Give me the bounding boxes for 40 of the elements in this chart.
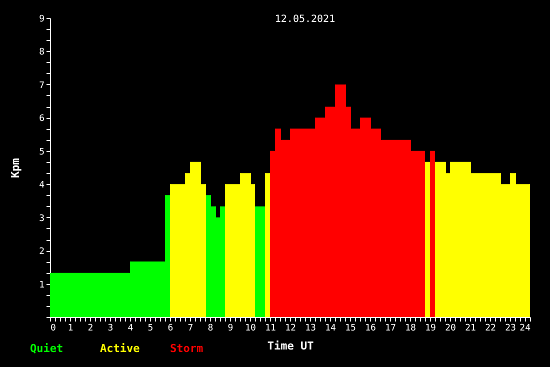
y-tick-label: 6 [39,114,44,124]
x-tick-label: 4 [128,324,134,334]
text: Storm [170,342,204,355]
x-tick-label: 14 [325,324,336,334]
x-tick-label: 8 [208,324,214,334]
x-tick-label: 2 [88,324,94,334]
x-tick-label: 23 [505,324,516,334]
x-tick-label: 5 [148,324,154,334]
y-tick-label: 9 [39,14,44,24]
y-tick-label: 3 [39,214,44,224]
x-tick-label: 1 [68,324,74,334]
x-tick-label: 7 [188,324,194,334]
x-axis-title: Time UT [267,340,314,352]
x-tick-label: 11 [265,324,276,334]
x-tick-label: 15 [345,324,356,334]
x-tick-label: 12 [285,324,296,334]
text: Quiet [30,342,64,355]
x-tick-label: 18 [405,324,416,334]
y-tick-label: 2 [39,247,44,258]
y-tick-label: 4 [39,180,44,191]
x-tick-label: 9 [228,324,234,334]
y-tick-label: 7 [39,80,44,91]
x-tick-label: 3 [108,324,114,334]
x-tick-label: 21 [465,324,476,334]
x-tick-label: 13 [305,324,316,334]
x-tick-label: 16 [365,324,376,334]
y-tick-label: 8 [39,48,44,58]
chart-title: 12.05.2021 [274,14,336,25]
x-tick-label: 6 [168,324,174,334]
x-tick-label: 17 [385,324,396,334]
y-tick-label: 5 [39,147,44,158]
y-tick-label: 1 [39,280,44,290]
text: Active [100,342,140,355]
x-tick-label: 0 [50,324,56,334]
x-tick-label: 10 [245,324,256,334]
y-axis-title: Kpm [9,158,22,178]
x-tick-label: 20 [445,324,456,334]
x-tick-label: 22 [485,324,496,334]
x-tick-label: 19 [425,324,436,334]
x-tick-label: 24 [520,324,530,334]
